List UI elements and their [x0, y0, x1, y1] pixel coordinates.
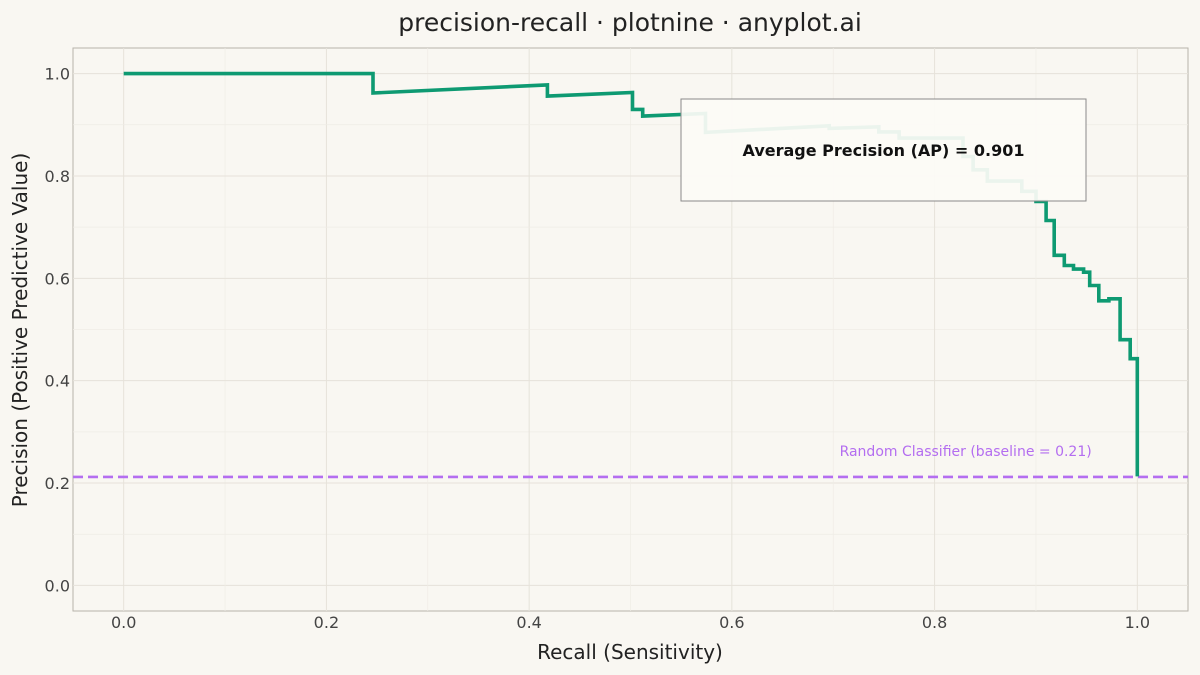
- x-tick-label: 1.0: [1125, 613, 1150, 632]
- grid-lines: [73, 48, 1188, 611]
- y-tick-label: 0.0: [45, 576, 70, 595]
- x-axis-ticks: 0.0 0.2 0.4 0.6 0.8 1.0: [111, 613, 1150, 632]
- ap-annotation-box: [680, 98, 1087, 202]
- x-tick-label: 0.4: [516, 613, 541, 632]
- y-tick-label: 0.8: [45, 167, 70, 186]
- baseline-label: Random Classifier (baseline = 0.21): [840, 444, 1092, 460]
- x-tick-label: 0.0: [111, 613, 136, 632]
- ap-annotation-text: Average Precision (AP) = 0.901: [743, 141, 1025, 160]
- x-tick-label: 0.8: [922, 613, 947, 632]
- y-tick-label: 0.2: [45, 474, 70, 493]
- x-tick-label: 0.6: [719, 613, 744, 632]
- y-axis-ticks: 0.0 0.2 0.4 0.6 0.8 1.0: [45, 65, 70, 596]
- chart-title: precision-recall · plotnine · anyplot.ai: [398, 8, 862, 37]
- y-tick-label: 0.6: [45, 269, 70, 288]
- y-tick-label: 1.0: [45, 65, 70, 84]
- y-tick-label: 0.4: [45, 372, 70, 391]
- x-tick-label: 0.2: [314, 613, 339, 632]
- y-axis-title: Precision (Positive Predictive Value): [8, 153, 32, 508]
- ap-annotation: Average Precision (AP) = 0.901: [680, 98, 1087, 202]
- baseline-layer: Random Classifier (baseline = 0.21): [73, 444, 1188, 479]
- x-axis-title: Recall (Sensitivity): [537, 640, 723, 664]
